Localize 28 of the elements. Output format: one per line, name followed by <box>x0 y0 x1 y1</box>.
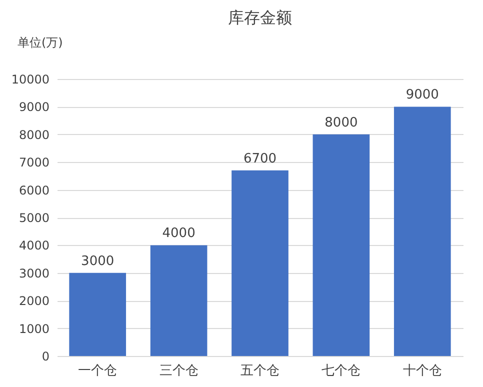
x-tick-label: 十个仓 <box>402 364 442 378</box>
y-tick-label: 1000 <box>18 322 50 336</box>
bar <box>312 134 370 356</box>
x-tick-label: 七个仓 <box>322 364 361 378</box>
y-axis-title: 单位(万) <box>18 36 63 50</box>
y-tick-label: 9000 <box>18 100 50 114</box>
bar <box>150 245 208 356</box>
data-label: 3000 <box>81 254 114 269</box>
data-label: 9000 <box>406 88 439 103</box>
y-tick-label: 3000 <box>18 266 50 280</box>
bar <box>232 170 288 356</box>
chart-title: 库存金额 <box>228 8 292 27</box>
y-tick-label: 10000 <box>11 72 50 86</box>
y-tick-label: 7000 <box>18 156 50 170</box>
y-tick-label: 4000 <box>18 238 50 253</box>
bar <box>69 272 126 356</box>
data-label: 4000 <box>162 226 196 242</box>
x-tick-label: 五个仓 <box>240 364 280 378</box>
y-tick-label: 8000 <box>18 128 50 142</box>
y-tick-label: 5000 <box>18 211 50 225</box>
x-tick-label: 三个仓 <box>159 364 198 378</box>
bar <box>394 106 451 356</box>
y-tick-label: 6000 <box>18 183 50 198</box>
y-tick-label: 2000 <box>18 294 50 308</box>
y-tick-label: 0 <box>42 350 50 364</box>
x-tick-label: 一个仓 <box>78 364 118 378</box>
data-label: 8000 <box>324 115 358 130</box>
data-label: 6700 <box>243 151 277 166</box>
